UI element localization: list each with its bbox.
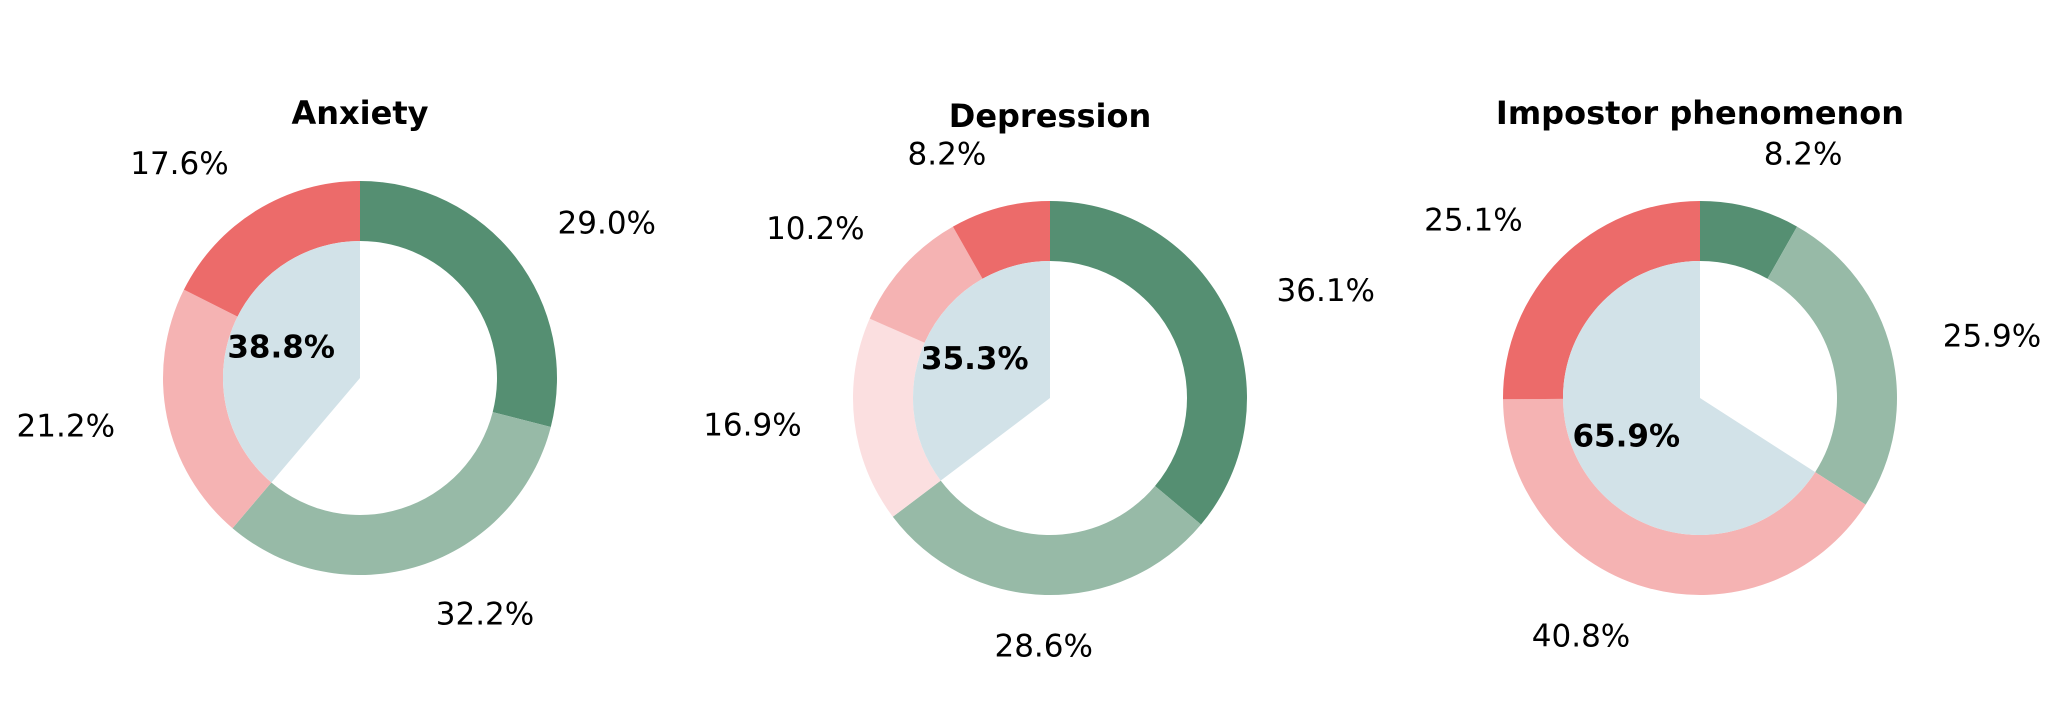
impostor-phenomenon-donut-chart: Impostor phenomenon 8.2% 25.9% 40.8% 25.1% 65… (1424, 94, 2041, 655)
impostor-phenomenon-slice-25-1 (1503, 201, 1700, 400)
depression-donut-chart: Depression 36.1% 28.6% 16.9% 10.2% 8.2% 35.3% (703, 97, 1375, 664)
depression-slice-label-28-6: 28.6% (994, 628, 1092, 664)
anxiety-slice-label-32-2: 32.2% (436, 597, 534, 633)
impostor-phenomenon-center-wedge (1563, 261, 1816, 536)
depression-slice-10-2 (869, 226, 983, 343)
impostor-phenomenon-slice-40-8 (1503, 398, 1866, 596)
depression-slice-label-10-2: 10.2% (766, 211, 864, 247)
depression-chart-title: Depression (949, 97, 1151, 135)
anxiety-slice-label-17-6: 17.6% (130, 146, 228, 182)
depression-slice-28-6 (892, 480, 1201, 595)
depression-slice-16-9 (853, 318, 941, 517)
impostor-phenomenon-chart-title: Impostor phenomenon (1496, 94, 1904, 132)
anxiety-slice-label-21-2: 21.2% (17, 408, 115, 444)
impostor-phenomenon-center-label: 65.9% (1572, 419, 1680, 455)
depression-slice-8-2 (952, 201, 1050, 279)
anxiety-donut-chart: Anxiety 29.0% 32.2% 21.2% 17.6% 38.8% (17, 94, 656, 633)
anxiety-slice-32-2 (232, 412, 551, 576)
anxiety-slice-21-2 (162, 289, 272, 529)
anxiety-center-label: 38.8% (227, 330, 335, 366)
anxiety-slice-17-6 (183, 181, 360, 317)
impostor-phenomenon-slice-label-40-8: 40.8% (1532, 619, 1630, 655)
depression-slice-label-8-2: 8.2% (908, 137, 987, 173)
depression-center-wedge (912, 261, 1050, 481)
impostor-phenomenon-slice-8-2 (1700, 201, 1798, 279)
anxiety-center-wedge (223, 241, 360, 483)
impostor-phenomenon-slice-label-8-2: 8.2% (1764, 137, 1843, 173)
anxiety-slice-label-29-0: 29.0% (558, 205, 656, 241)
impostor-phenomenon-slice-label-25-9: 25.9% (1943, 319, 2041, 355)
depression-slice-label-16-9: 16.9% (703, 407, 801, 443)
anxiety-chart-title: Anxiety (291, 94, 428, 132)
impostor-phenomenon-slice-25-9 (1767, 226, 1898, 505)
impostor-phenomenon-slice-label-25-1: 25.1% (1424, 202, 1522, 238)
depression-slice-36-1 (1050, 201, 1248, 525)
depression-slice-label-36-1: 36.1% (1277, 273, 1375, 309)
anxiety-slice-29-0 (360, 181, 557, 427)
depression-center-label: 35.3% (921, 341, 1029, 377)
